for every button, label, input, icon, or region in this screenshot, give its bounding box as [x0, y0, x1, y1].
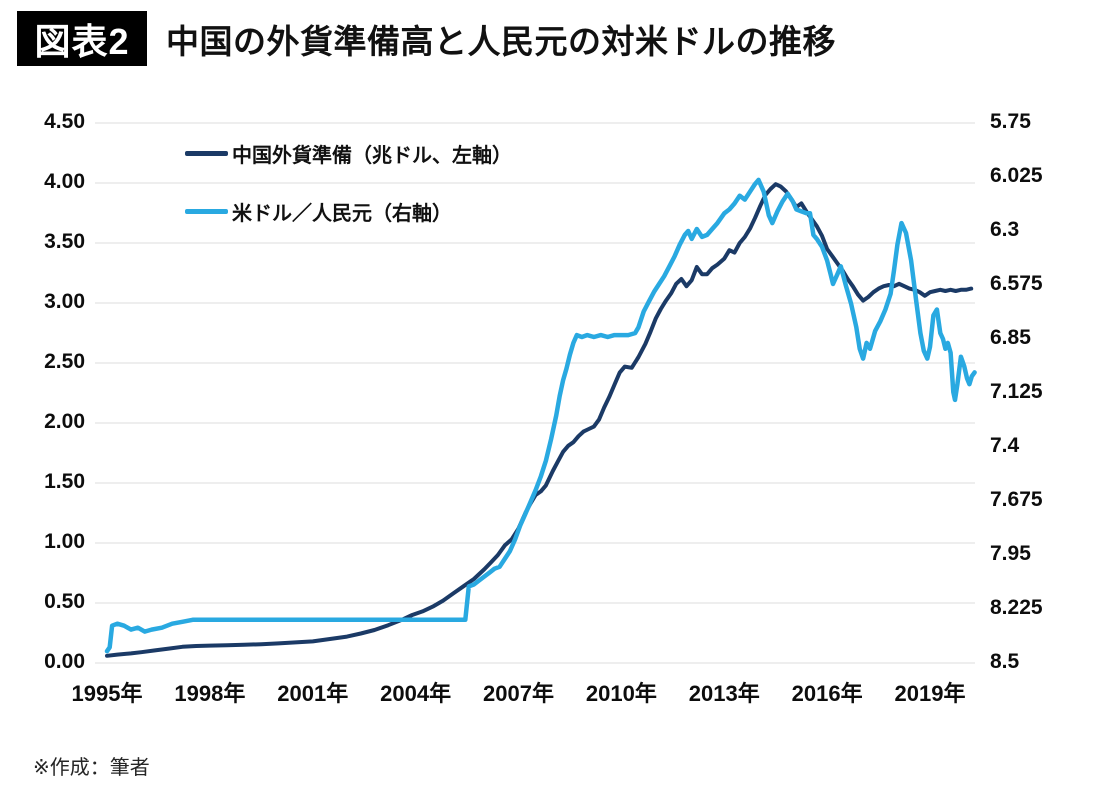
source-note: ※作成：筆者	[33, 757, 150, 779]
x-axis-tick: 2019年	[894, 681, 966, 706]
y-axis-left-tick: 2.50	[44, 350, 85, 373]
y-axis-right-tick: 6.3	[990, 218, 1020, 241]
legend-line-reserves-icon	[185, 150, 228, 156]
y-axis-right-tick: 5.75	[990, 110, 1031, 133]
y-axis-right-tick: 8.225	[990, 596, 1043, 619]
y-axis-right-tick: 7.4	[990, 434, 1020, 457]
x-axis-tick: 2013年	[688, 681, 760, 706]
series-line-usdcny	[104, 177, 977, 654]
series-line-reserves	[105, 182, 974, 658]
y-axis-right-tick: 8.5	[990, 650, 1020, 673]
legend-item-usdcny: 米ドル／人民元（右軸）	[185, 196, 512, 226]
legend-line-usdcny-icon	[185, 208, 228, 214]
y-axis-left-tick: 2.00	[44, 410, 85, 433]
y-axis-left-tick: 0.00	[44, 650, 85, 673]
legend-label-reserves: 中国外貨準備（兆ドル、左軸）	[232, 144, 512, 167]
gridlines	[95, 122, 975, 664]
figure-tag: 図表2	[17, 11, 147, 66]
y-axis-right-tick: 7.95	[990, 542, 1031, 565]
x-axis-tick: 2004年	[380, 681, 452, 706]
y-axis-left-tick: 3.00	[44, 290, 85, 313]
y-axis-left-tick: 1.50	[44, 470, 85, 493]
x-axis-tick: 2016年	[791, 681, 863, 706]
y-axis-left-tick: 3.50	[44, 230, 85, 253]
y-axis-right-tick: 6.025	[990, 164, 1043, 187]
y-axis-left-tick: 0.50	[44, 590, 85, 613]
y-axis-right-tick: 7.125	[990, 380, 1043, 403]
y-axis-right-tick: 6.575	[990, 272, 1043, 295]
legend-item-reserves: 中国外貨準備（兆ドル、左軸）	[185, 138, 512, 168]
x-axis-tick: 1998年	[174, 681, 246, 706]
x-axis-tick: 2010年	[585, 681, 657, 706]
x-axis-tick: 2001年	[277, 681, 349, 706]
x-axis-tick: 2007年	[483, 681, 554, 706]
y-axis-right-tick: 7.675	[990, 488, 1043, 511]
y-axis-left-tick: 4.50	[44, 110, 85, 133]
x-axis-tick: 1995年	[71, 681, 143, 706]
y-axis-left-tick: 1.00	[44, 530, 85, 553]
page-title: 中国の外貨準備高と人民元の対米ドルの推移	[166, 22, 836, 60]
y-axis-right-tick: 6.85	[990, 326, 1031, 349]
legend-label-usdcny: 米ドル／人民元（右軸）	[232, 202, 452, 225]
y-axis-left-tick: 4.00	[44, 170, 85, 193]
chart-header: 図表2 中国の外貨準備高と人民元の対米ドルの推移	[17, 11, 836, 66]
legend: 中国外貨準備（兆ドル、左軸） 米ドル／人民元（右軸）	[185, 138, 512, 226]
